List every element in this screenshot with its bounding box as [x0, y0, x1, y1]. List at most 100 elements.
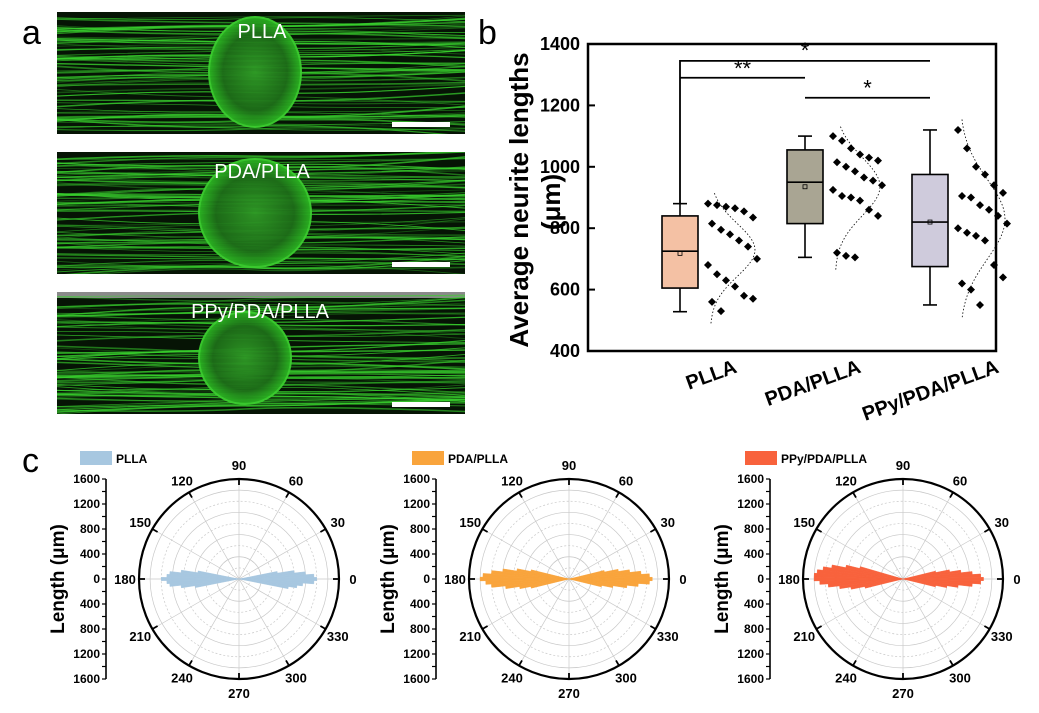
radial-tick-label: 400 — [744, 597, 764, 611]
bracket-line — [679, 59, 930, 204]
radial-tick-label: 400 — [80, 597, 100, 611]
grid-spoke — [568, 528, 656, 580]
micrograph-label: PPy/PDA/PLLA — [191, 301, 330, 323]
box-plot-frame — [586, 42, 998, 353]
angle-label: 180 — [114, 572, 136, 587]
polar-bar — [238, 577, 317, 581]
polar-y-title: Length (μm) — [48, 524, 69, 634]
scale-bar — [392, 262, 450, 267]
data-point — [713, 201, 721, 210]
data-point — [704, 199, 712, 208]
angle-label: 240 — [171, 671, 193, 686]
grid-spoke — [152, 578, 240, 630]
radial-tick-label: 1200 — [403, 497, 430, 511]
angle-tick — [983, 625, 991, 630]
radial-tick-label: 1600 — [403, 672, 430, 686]
polar-bar — [568, 570, 605, 580]
y-axis-title-line2: (μm) — [536, 174, 566, 230]
grid-spoke — [238, 578, 290, 666]
bracket-plla-pda: ** — [680, 56, 805, 81]
neurite-fiber — [57, 260, 465, 273]
angle-label: 270 — [558, 686, 580, 701]
micrograph-label: PDA/PLLA — [214, 161, 310, 183]
data-point — [833, 248, 841, 257]
angle-label: 210 — [459, 629, 481, 644]
y-tick-label: 1200 — [540, 95, 580, 115]
angle-label: 60 — [289, 473, 303, 488]
polar-y-title: Length (μm) — [712, 524, 733, 634]
angle-label: 180 — [444, 572, 466, 587]
data-point — [847, 144, 855, 153]
angle-label: 210 — [129, 629, 151, 644]
data-point — [976, 300, 984, 309]
grid-spoke — [902, 492, 954, 580]
data-point — [865, 153, 873, 162]
data-point — [749, 213, 757, 222]
data-point — [731, 282, 739, 291]
angle-label: 150 — [793, 515, 815, 530]
grid-spoke — [238, 578, 326, 630]
panel-label-c: c — [22, 442, 39, 480]
angle-label: 180 — [778, 572, 800, 587]
data-point — [999, 273, 1007, 282]
angle-label: 120 — [171, 473, 193, 488]
radial-tick-label: 800 — [80, 522, 100, 536]
data-point — [708, 219, 716, 228]
data-point — [717, 307, 725, 316]
polar-bar — [902, 570, 936, 580]
data-point — [972, 231, 980, 240]
polar-bar — [161, 577, 240, 581]
iqr-box — [786, 149, 824, 225]
neurite-fiber — [57, 296, 465, 317]
neurite-fiber — [57, 125, 465, 131]
angle-tick — [615, 491, 620, 499]
radial-tick-label: 0 — [93, 572, 100, 586]
ganglion-body — [198, 311, 292, 405]
point-group-1 — [704, 191, 761, 324]
angle-label: 240 — [501, 671, 523, 686]
data-point — [869, 176, 877, 185]
y-tick-label: 800 — [550, 218, 580, 238]
data-point — [753, 254, 761, 263]
data-point — [990, 181, 998, 190]
grid-spoke — [238, 528, 326, 580]
data-point — [851, 253, 859, 262]
radial-tick-label: 800 — [80, 622, 100, 636]
ganglion-body — [208, 16, 302, 128]
data-point — [976, 201, 984, 210]
angle-tick — [188, 491, 193, 499]
data-point — [878, 181, 886, 190]
angle-tick — [285, 491, 290, 499]
neurite-fiber — [57, 152, 465, 160]
angle-tick — [481, 625, 489, 630]
angle-label: 270 — [892, 686, 914, 701]
angle-tick — [815, 625, 823, 630]
point-group-2 — [829, 125, 886, 270]
data-point — [717, 225, 725, 234]
angle-tick — [188, 659, 193, 667]
angle-tick — [151, 625, 159, 630]
radial-tick-label: 400 — [410, 547, 430, 561]
radial-tick-label: 400 — [410, 597, 430, 611]
data-point — [842, 251, 850, 260]
polar-bar — [238, 571, 278, 580]
legend-swatch — [412, 451, 444, 465]
radial-tick-label: 0 — [757, 572, 764, 586]
polar-bar — [479, 576, 570, 582]
angle-label: 30 — [660, 515, 674, 530]
polar-chart-2: PPy/PDA/PLLA 0 30 60 90 120 150 180 210 240 270 300… — [712, 451, 1021, 701]
significance-star: ** — [734, 56, 752, 81]
grid-spoke — [852, 578, 904, 666]
grid-spoke — [518, 492, 570, 580]
y-axis-title-line1: Average neurite lengths — [504, 52, 534, 347]
radial-tick-label: 1600 — [73, 672, 100, 686]
angle-label: 30 — [330, 515, 344, 530]
angle-label: 240 — [835, 671, 857, 686]
data-point — [740, 291, 748, 300]
angle-tick — [615, 659, 620, 667]
angle-label: 300 — [949, 671, 971, 686]
grid-spoke — [816, 578, 904, 630]
angle-label: 120 — [501, 473, 523, 488]
